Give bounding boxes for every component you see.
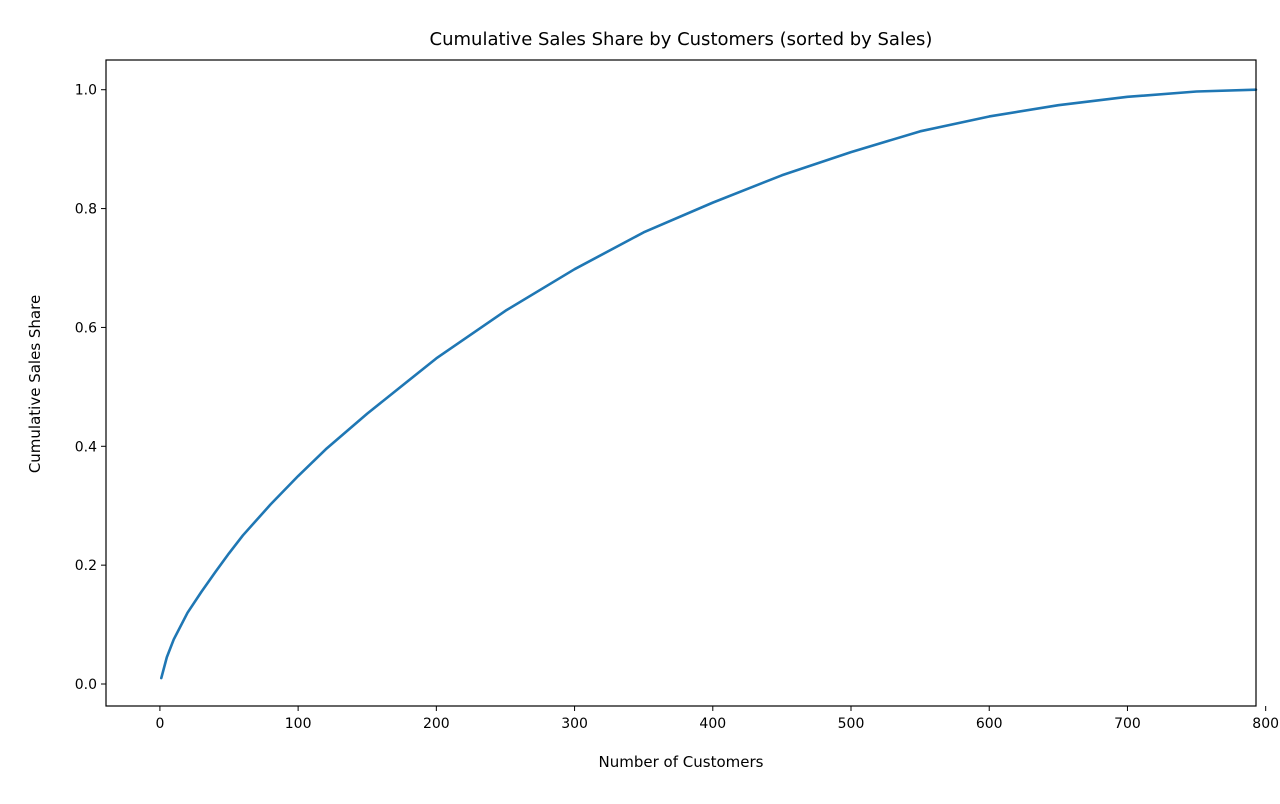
y-tick-label: 0.0 xyxy=(75,677,97,693)
x-tick-label: 100 xyxy=(285,716,312,732)
x-tick-label: 700 xyxy=(1114,716,1141,732)
plot-area xyxy=(159,88,1258,680)
y-tick-label: 0.6 xyxy=(75,320,97,336)
y-axis-label: Cumulative Sales Share xyxy=(26,295,44,473)
chart-title: Cumulative Sales Share by Customers (sor… xyxy=(430,29,933,50)
y-tick-label: 0.2 xyxy=(75,558,97,574)
x-tick-label: 500 xyxy=(838,716,865,732)
x-axis-label: Number of Customers xyxy=(599,753,764,771)
x-tick-label: 600 xyxy=(976,716,1003,732)
x-axis: 0 100 200 300 400 500 600 700 800 xyxy=(155,706,1279,732)
series-line-1 xyxy=(159,88,1258,680)
y-tick-label: 0.8 xyxy=(75,202,97,218)
x-tick-label: 400 xyxy=(699,716,726,732)
x-tick-label: 200 xyxy=(423,716,450,732)
x-tick-label: 300 xyxy=(561,716,588,732)
axes-frame xyxy=(105,59,1257,707)
y-axis: 0.0 0.2 0.4 0.6 0.8 1.0 xyxy=(75,83,106,693)
y-tick-label: 0.4 xyxy=(75,439,97,455)
x-tick-label: 800 xyxy=(1252,716,1279,732)
y-tick-label: 1.0 xyxy=(75,83,97,99)
x-tick-label: 0 xyxy=(155,716,164,732)
